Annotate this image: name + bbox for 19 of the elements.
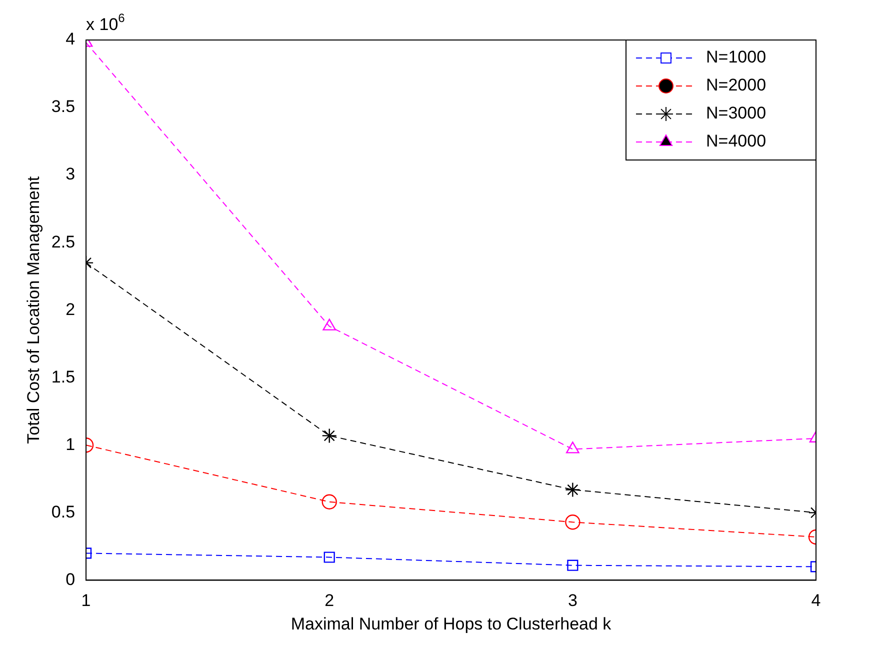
legend-label: N=4000	[706, 132, 766, 151]
y-tick-label: 0	[66, 570, 76, 589]
y-tick-label: 3.5	[51, 97, 76, 116]
x-tick-label: 4	[811, 591, 821, 610]
y-axis-title: Total Cost of Location Management	[24, 176, 43, 444]
y-tick-label: 3	[66, 164, 76, 184]
x-axis-title: Maximal Number of Hops to Clusterhead k	[290, 614, 612, 634]
x-tick-label: 2	[324, 591, 334, 610]
y-tick-label: 1	[66, 434, 76, 454]
legend-label: N=2000	[706, 76, 766, 95]
x-tick-label: 3	[568, 591, 578, 610]
y-tick-label: 2	[66, 300, 76, 319]
y-tick-label: 0.5	[51, 502, 76, 522]
legend-label: N=1000	[706, 48, 766, 67]
legend-label: N=3000	[706, 104, 766, 123]
y-tick-label: 2.5	[51, 232, 76, 252]
y-tick-label: 4	[66, 30, 76, 49]
y-tick-label: 1.5	[51, 367, 76, 386]
x-tick-label: 1	[81, 591, 91, 610]
